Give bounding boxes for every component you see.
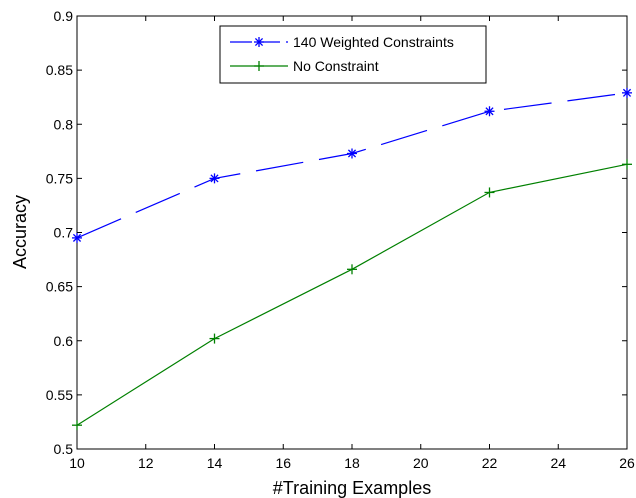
plus-marker: [622, 159, 632, 170]
legend-items: 140 Weighted Constraints No Constraint: [230, 34, 454, 74]
x-tick-label: 26: [619, 455, 635, 471]
x-tick-label: 14: [207, 455, 223, 471]
marker-stroke: [254, 37, 264, 47]
plus-marker: [347, 264, 357, 275]
plus-marker: [209, 333, 220, 344]
x-tick-label: 22: [482, 455, 498, 471]
asterisk-marker: [254, 37, 264, 47]
y-tick-label: 0.8: [54, 116, 74, 132]
marker-stroke: [347, 149, 357, 158]
legend-item: No Constraint: [230, 58, 379, 74]
y-tick-label: 0.55: [46, 387, 73, 403]
legend-box: [219, 25, 487, 84]
legend: 140 Weighted Constraints No Constraint: [219, 25, 487, 84]
y-tick-label: 0.9: [54, 8, 74, 24]
x-axis-title: #Training Examples: [273, 478, 431, 498]
plus-marker: [484, 187, 495, 198]
series-2: [72, 159, 632, 431]
y-tick-label: 0.75: [46, 170, 73, 186]
legend-label: No Constraint: [293, 58, 379, 74]
legend-label: 140 Weighted Constraints: [293, 34, 454, 50]
asterisk-marker: [484, 106, 495, 117]
y-tick-label: 0.5: [54, 441, 74, 457]
asterisk-marker: [72, 232, 82, 243]
plus-marker: [72, 420, 82, 431]
y-tick-label: 0.85: [46, 62, 73, 78]
axis-ticks: 10 12 14 16 18 20 22 24 26 0.5 0.55 0.6 0.65 0.7 0.75 0…: [46, 8, 635, 471]
y-tick-label: 0.7: [54, 225, 74, 241]
legend-item: 140 Weighted Constraints: [230, 34, 454, 50]
x-tick-label: 20: [413, 455, 429, 471]
y-tick-label: 0.65: [46, 279, 73, 295]
marker-stroke: [210, 174, 219, 183]
asterisk-marker: [347, 148, 357, 159]
plus-marker: [254, 61, 264, 71]
asterisk-marker: [622, 87, 632, 98]
y-tick-label: 0.6: [54, 333, 74, 349]
series-layer: [72, 87, 632, 431]
y-axis-title: Accuracy: [10, 195, 30, 269]
x-tick-label: 12: [138, 455, 154, 471]
x-tick-label: 18: [344, 455, 360, 471]
series-1: [72, 87, 632, 243]
asterisk-marker: [209, 173, 220, 184]
x-tick-label: 10: [69, 455, 85, 471]
marker-stroke: [485, 107, 494, 116]
marker-stroke: [72, 233, 82, 242]
x-tick-label: 24: [550, 455, 566, 471]
marker-stroke: [622, 88, 632, 97]
x-tick-label: 16: [275, 455, 291, 471]
plot-area: [76, 15, 628, 450]
